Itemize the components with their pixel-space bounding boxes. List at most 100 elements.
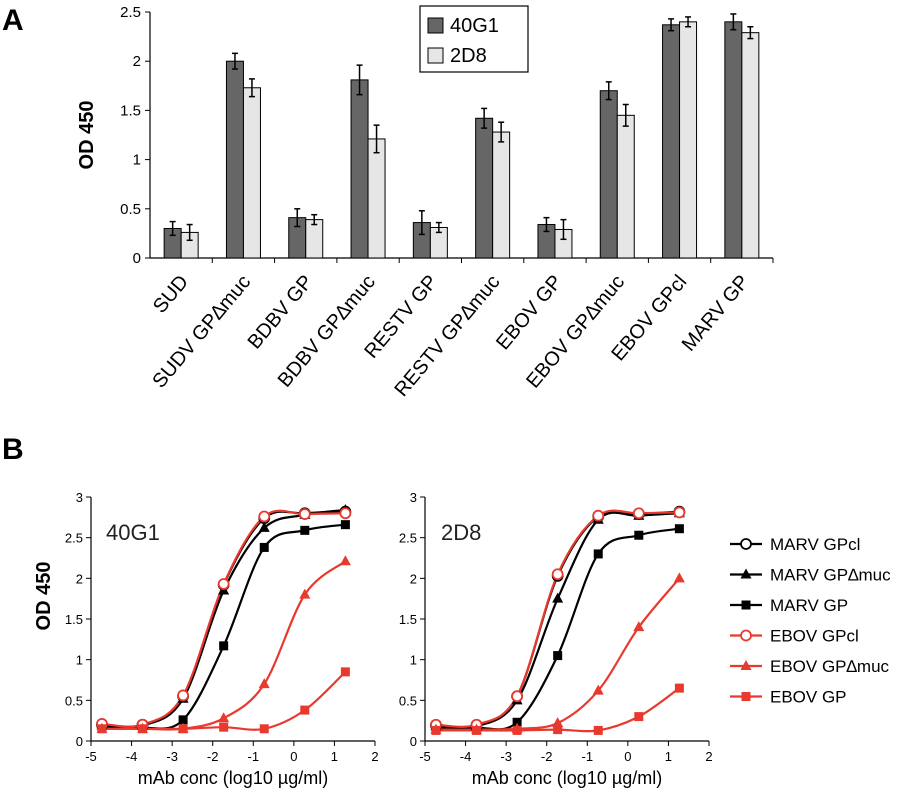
- point-marv-gp-muc: [258, 521, 270, 532]
- point-ebov-gp: [674, 683, 684, 693]
- x-tick-label: 2: [371, 749, 378, 764]
- legend-label-2d8: 2D8: [450, 45, 487, 67]
- x-tick-label: -1: [582, 749, 594, 764]
- legend-label-ebov-gp-muc: EBOV GP∆muc: [770, 657, 890, 676]
- bar-2d8: [616, 114, 635, 259]
- point-ebov-gp-muc: [592, 684, 604, 695]
- bar-2d8: [741, 32, 760, 259]
- point-marv-gp: [634, 530, 644, 540]
- x-axis-label: mAb conc (log10 µg/ml): [138, 768, 328, 788]
- y-tick-label: 1.5: [65, 612, 83, 627]
- point-ebov-gpcl: [511, 690, 523, 703]
- x-tick-label: -5: [85, 749, 97, 764]
- x-tick-label: 0: [290, 749, 297, 764]
- point-ebov-gp: [300, 705, 310, 715]
- point-marv-gp: [553, 651, 563, 661]
- point-ebov-gp: [431, 725, 441, 735]
- point-ebov-gpcl: [217, 578, 230, 590]
- panel-label-a: A: [2, 4, 24, 37]
- point-ebov-gpcl: [298, 508, 311, 520]
- point-marv-gp: [512, 717, 522, 727]
- point-ebov-gp-muc: [299, 588, 311, 599]
- point-ebov-gp: [634, 712, 644, 722]
- point-marv-gp-muc: [552, 592, 564, 603]
- y-tick-label: 0.5: [120, 201, 141, 218]
- legend-label-marv-gp: MARV GP: [770, 596, 848, 615]
- y-tick-label: 2.5: [399, 531, 417, 546]
- y-tick-label: 0.5: [399, 693, 417, 708]
- y-tick-label: 3: [76, 490, 83, 505]
- x-tick-label: -3: [500, 749, 512, 764]
- legend-label-marv-gpcl: MARV GPcl: [770, 535, 860, 554]
- point-ebov-gpcl: [673, 506, 686, 519]
- chart-title: 2D8: [441, 520, 481, 545]
- line-chart-2d8: 0 0.5 1 1.5 2 2.5 3 -5 -4 -3 -2 -1 0 1 2 mAb conc (log1…: [399, 490, 713, 788]
- point-ebov-gp: [259, 724, 269, 734]
- y-axis-label: OD 450: [33, 562, 55, 631]
- point-ebov-gp-muc: [258, 678, 270, 689]
- legend-label-marv-gp-muc: MARV GP∆muc: [770, 566, 891, 585]
- legend-label-ebov-gpcl: EBOV GPcl: [770, 627, 859, 646]
- x-tick-label: 1: [331, 749, 338, 764]
- y-tick-label: 0: [410, 734, 417, 749]
- legend-marker-ebov-gpcl: [740, 629, 752, 642]
- bar-2d8: [679, 21, 698, 259]
- point-ebov-gpcl: [177, 689, 189, 702]
- y-tick-label: 3: [410, 490, 417, 505]
- legend-marker-ebov-gp: [741, 692, 751, 701]
- x-tick-label: -2: [541, 749, 553, 764]
- y-tick-label: 0.5: [65, 693, 83, 708]
- x-tick-label: -3: [166, 749, 178, 764]
- x-axis-label: mAb conc (log10 µg/ml): [472, 768, 662, 788]
- legend-marker-ebov-gp-muc: [740, 660, 752, 670]
- legend-swatch-40g1: [427, 17, 444, 34]
- point-marv-gp: [259, 542, 269, 552]
- y-tick-label: 1: [133, 152, 141, 169]
- bar-2d8: [492, 131, 511, 259]
- y-tick-label: 0: [133, 250, 141, 267]
- x-tick-label: -4: [126, 749, 138, 764]
- point-ebov-gp: [219, 722, 229, 732]
- point-ebov-gp-muc: [339, 555, 351, 566]
- y-tick-label: 1.5: [399, 612, 417, 627]
- legend-label-ebov-gp: EBOV GP: [770, 688, 847, 707]
- legend-label-40g1: 40G1: [450, 15, 499, 37]
- point-ebov-gpcl: [592, 509, 605, 522]
- legend-marker-marv-gp: [741, 600, 751, 610]
- legend-marker-marv-gpcl: [740, 538, 752, 550]
- x-tick-label: 1: [665, 749, 672, 764]
- bar-40g1: [350, 79, 369, 259]
- point-ebov-gp-muc: [218, 712, 230, 723]
- point-marv-gp: [178, 715, 188, 725]
- x-tick-label: -4: [460, 749, 472, 764]
- x-category-label: SUD: [149, 271, 193, 317]
- point-ebov-gp-muc: [673, 572, 685, 583]
- point-ebov-gp: [512, 725, 522, 735]
- point-ebov-gp: [593, 725, 603, 735]
- line-chart-legend: MARV GPcl MARV GP∆muc MARV GP EBOV GPcl EBOV…: [730, 535, 891, 707]
- point-marv-gp: [674, 524, 684, 534]
- line-chart-40g1: 0 0.5 1 1.5 2 2.5 3 -5 -4 -3 -2 -1 0 1 2 mAb conc (log1…: [33, 490, 379, 788]
- bar-40g1: [475, 117, 494, 259]
- legend-swatch-2d8: [427, 47, 444, 64]
- point-ebov-gpcl: [632, 507, 645, 520]
- x-tick-label: 0: [624, 749, 631, 764]
- x-tick-label: -1: [248, 749, 260, 764]
- point-ebov-gp: [553, 725, 563, 735]
- point-ebov-gp: [472, 725, 482, 735]
- point-marv-gp: [219, 641, 229, 651]
- y-tick-label: 2: [133, 53, 141, 70]
- y-tick-label: 1: [410, 653, 417, 668]
- y-axis-label: OD 450: [76, 101, 98, 170]
- x-category-label: RESTV GP∆muc: [390, 271, 504, 401]
- bar-40g1: [724, 21, 743, 259]
- bar-40g1: [599, 90, 618, 259]
- y-tick-label: 0: [76, 734, 83, 749]
- chart-title: 40G1: [106, 520, 160, 545]
- x-tick-label: -5: [419, 749, 431, 764]
- bar-2d8: [242, 87, 261, 259]
- bar-40g1: [662, 24, 681, 259]
- legend-marker-marv-gp-muc: [740, 568, 752, 579]
